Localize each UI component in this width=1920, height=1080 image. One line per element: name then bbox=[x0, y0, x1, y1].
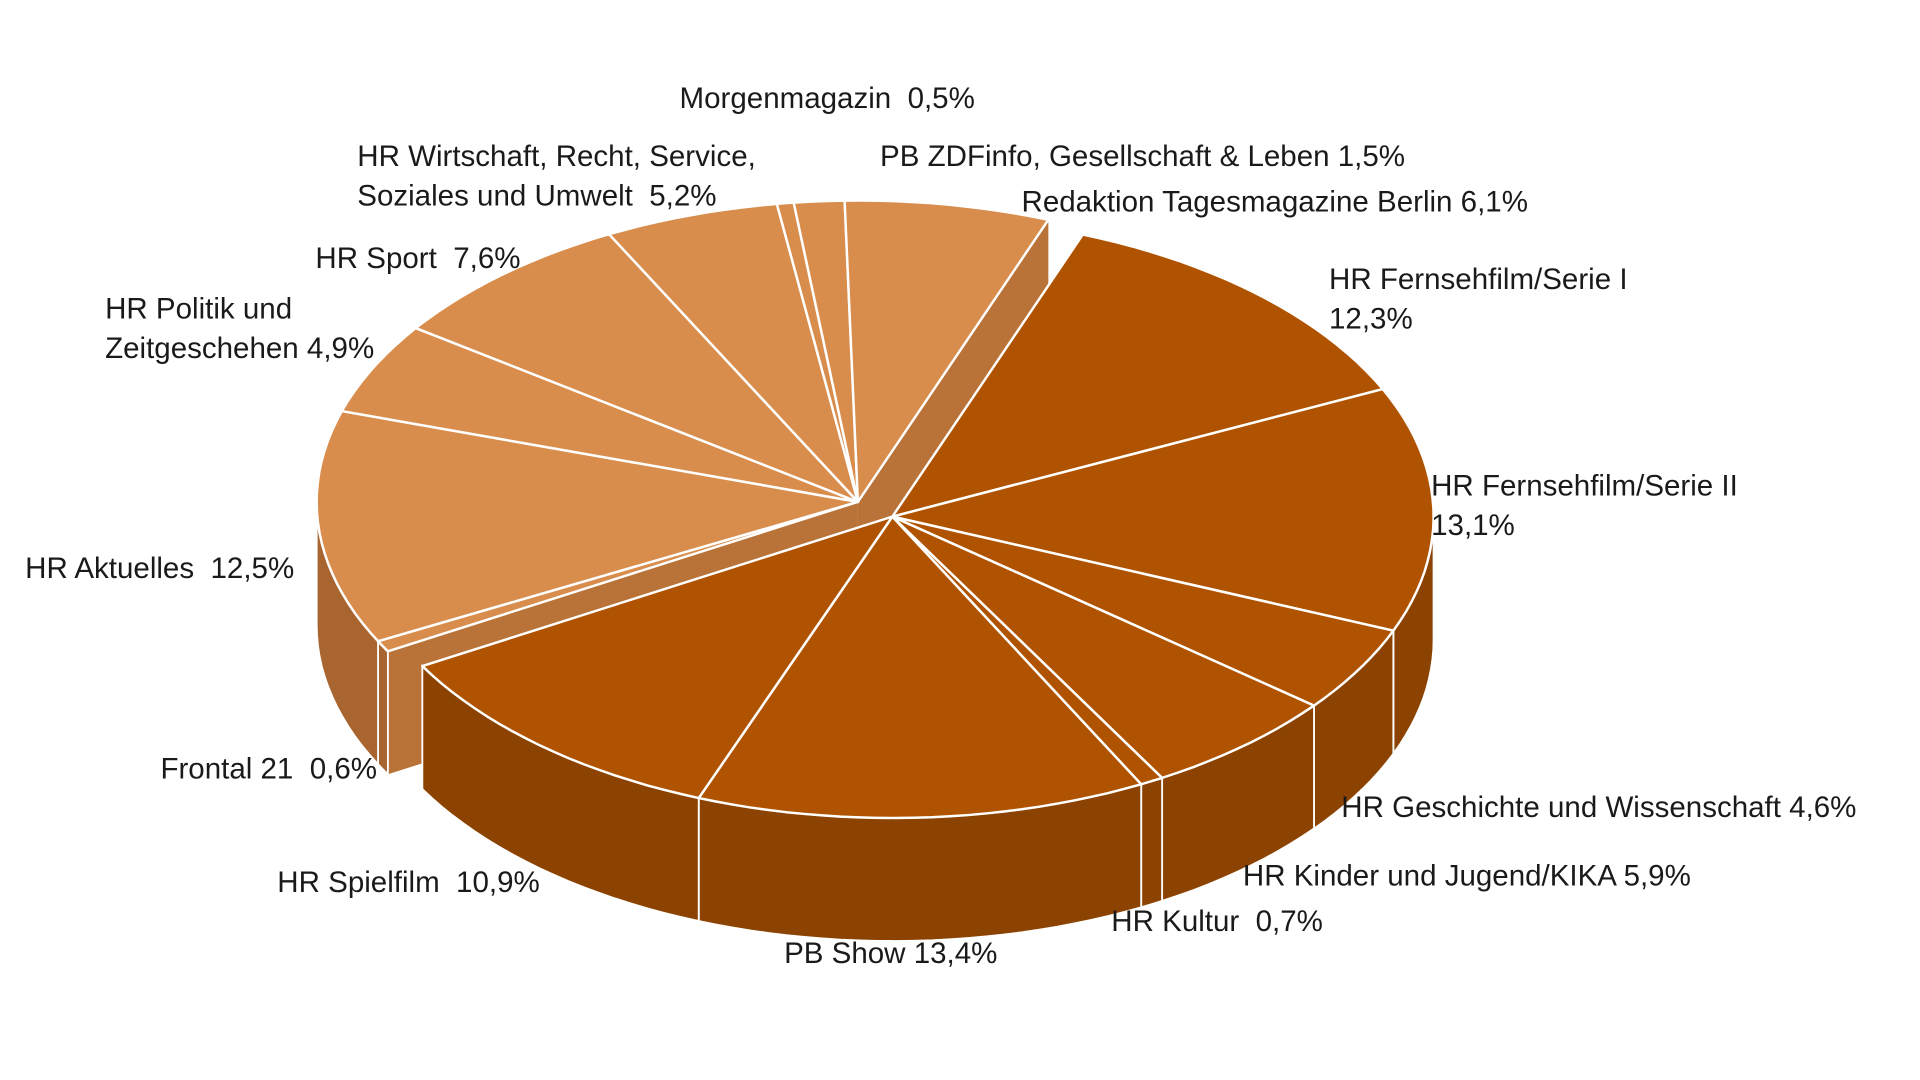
slice-label: Soziales und Umwelt 5,2% bbox=[357, 179, 716, 212]
slice-label: PB Show 13,4% bbox=[784, 937, 997, 970]
slice-label: HR Spielfilm 10,9% bbox=[277, 866, 539, 899]
pie-slice[interactable] bbox=[340, 326, 860, 504]
slice-label: PB ZDFinfo, Gesellschaft & Leben 1,5% bbox=[880, 140, 1405, 173]
pie-slice[interactable] bbox=[891, 233, 1385, 518]
slice-label: HR Wirtschaft, Recht, Service, bbox=[357, 140, 756, 173]
slice-label: HR Fernsehfilm/Serie I bbox=[1329, 263, 1628, 296]
pie-slice[interactable] bbox=[891, 515, 1316, 780]
slice-label: 12,3% bbox=[1329, 302, 1413, 335]
slice-label: Frontal 21 0,6% bbox=[160, 753, 377, 786]
slice-labels: HR Fernsehfilm/Serie I 12,3% HR Fernsehfil… bbox=[25, 82, 1856, 970]
pie-slice[interactable] bbox=[607, 202, 860, 504]
slice-label: HR Kinder und Jugend/KIKA 5,9% bbox=[1243, 860, 1691, 893]
pie-slice[interactable] bbox=[891, 515, 1395, 707]
pie-top-faces bbox=[315, 199, 1435, 820]
slice-label: HR Kultur 0,7% bbox=[1111, 905, 1323, 938]
slice-label: 13,1% bbox=[1431, 509, 1515, 542]
slice-label: Redaktion Tagesmagazine Berlin 6,1% bbox=[1022, 186, 1528, 219]
pie-slice[interactable] bbox=[315, 409, 860, 643]
pie-slice[interactable] bbox=[697, 515, 1143, 820]
slice-label: Zeitgeschehen 4,9% bbox=[105, 332, 374, 365]
pie-slice[interactable] bbox=[843, 199, 1050, 504]
slice-label: HR Sport 7,6% bbox=[315, 242, 520, 275]
slice-label: HR Geschichte und Wissenschaft 4,6% bbox=[1341, 791, 1856, 824]
slice-label: HR Politik und bbox=[105, 293, 292, 326]
slice-label: Morgenmagazin 0,5% bbox=[680, 82, 975, 115]
slice-side-wall bbox=[377, 638, 389, 777]
slice-label: HR Fernsehfilm/Serie II bbox=[1431, 470, 1738, 503]
slice-side-wall bbox=[1140, 776, 1164, 909]
pie-slice[interactable] bbox=[421, 515, 894, 800]
pie-slice[interactable] bbox=[891, 387, 1435, 632]
pie-slice[interactable] bbox=[414, 232, 860, 504]
slice-label: HR Aktuelles 12,5% bbox=[25, 552, 294, 585]
